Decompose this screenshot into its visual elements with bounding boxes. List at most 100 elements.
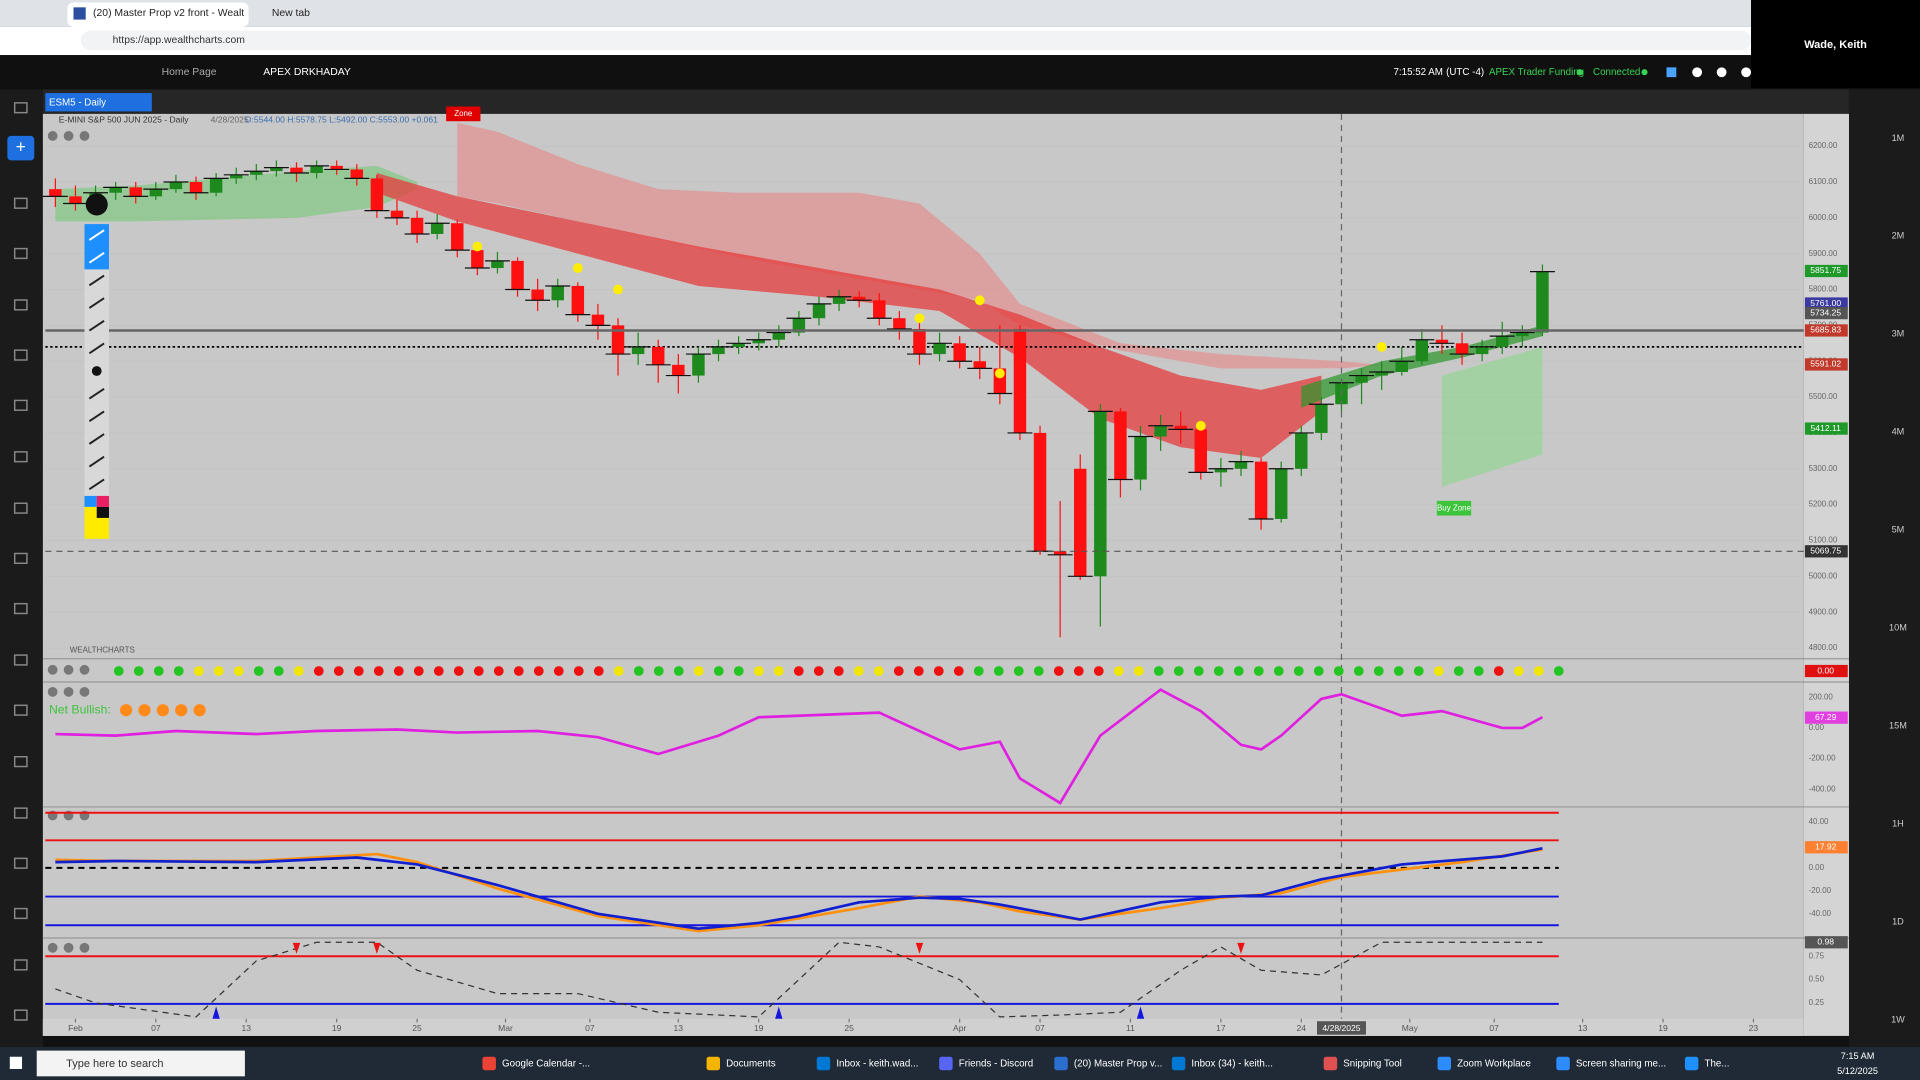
sidebar-icon[interactable] — [13, 602, 28, 615]
tool-icon[interactable] — [88, 433, 105, 445]
tool-icon[interactable] — [88, 274, 105, 287]
timeframe[interactable]: 1H — [1892, 819, 1904, 829]
sidebar-icon[interactable] — [13, 756, 28, 768]
timeframe[interactable]: 1D — [1892, 916, 1904, 926]
pane-control[interactable] — [79, 686, 90, 697]
taskbar-icon[interactable] — [1437, 1056, 1452, 1071]
taskbar-item[interactable]: Inbox (34) - keith... — [1191, 1059, 1273, 1070]
sidebar-icon[interactable] — [13, 1009, 28, 1021]
pane-control[interactable] — [79, 942, 90, 953]
taskbar-icon[interactable] — [939, 1056, 953, 1071]
color-swatch[interactable] — [84, 495, 97, 507]
start-button[interactable] — [9, 1056, 23, 1069]
tab-title[interactable]: New tab — [272, 8, 310, 19]
timeframe[interactable]: 2M — [1892, 231, 1905, 241]
sidebar-icon[interactable] — [13, 857, 28, 869]
tool-icon[interactable] — [88, 387, 105, 400]
sidebar-icon[interactable] — [13, 451, 28, 463]
timeframe[interactable]: 5M — [1892, 525, 1905, 535]
candle-body — [511, 260, 524, 290]
taskbar-icon[interactable] — [816, 1056, 831, 1071]
candle-body — [410, 217, 424, 234]
sidebar-icon[interactable] — [13, 102, 28, 114]
tool-icon[interactable] — [88, 455, 105, 468]
sidebar-icon[interactable] — [13, 704, 28, 716]
search-box[interactable] — [36, 1050, 245, 1077]
pane-control[interactable] — [47, 131, 58, 141]
taskbar-item[interactable]: Inbox - keith.wad... — [836, 1059, 918, 1070]
pin-button[interactable] — [85, 193, 108, 216]
app-tab[interactable]: Home Page — [162, 67, 217, 78]
sidebar-icon[interactable] — [13, 907, 28, 920]
timeframe[interactable]: 10M — [1889, 623, 1907, 633]
pane-control[interactable] — [63, 686, 74, 697]
taskbar-icon[interactable] — [1171, 1056, 1186, 1071]
signal-dot — [253, 666, 264, 676]
tool-icon[interactable] — [88, 342, 105, 355]
sidebar-icon[interactable] — [13, 349, 28, 361]
sidebar-icon[interactable] — [13, 959, 28, 971]
url[interactable]: https://app.wealthcharts.com — [113, 35, 245, 46]
sidebar-icon[interactable] — [13, 197, 28, 209]
url-field[interactable] — [80, 30, 1752, 51]
sidebar-icon[interactable] — [13, 807, 28, 819]
taskbar-item[interactable]: The... — [1704, 1059, 1729, 1070]
pane-control[interactable] — [79, 131, 90, 141]
taskbar-icon[interactable] — [706, 1056, 720, 1071]
taskbar-item[interactable]: Snipping Tool — [1343, 1059, 1402, 1070]
taskbar-item[interactable]: Zoom Workplace — [1457, 1059, 1531, 1070]
sidebar-icon[interactable] — [13, 654, 28, 666]
pane-control[interactable] — [63, 664, 74, 675]
symbol[interactable]: ESM5 - Daily — [49, 97, 106, 108]
taskbar-icon[interactable] — [482, 1056, 496, 1071]
save-icon[interactable] — [1666, 67, 1677, 78]
taskbar-icon[interactable] — [1054, 1056, 1068, 1071]
user-panel — [1751, 0, 1920, 89]
pane-control[interactable] — [79, 664, 90, 675]
help-icon[interactable] — [1741, 67, 1752, 78]
taskbar-icon[interactable] — [1556, 1056, 1570, 1071]
pane-control[interactable] — [47, 686, 58, 697]
sidebar-icon[interactable] — [13, 299, 28, 311]
app-tab[interactable]: APEX DRKHADAY — [263, 67, 351, 78]
taskbar-icon[interactable] — [1323, 1056, 1338, 1071]
timeframe[interactable]: 1W — [1891, 1014, 1905, 1024]
taskbar-item[interactable]: Screen sharing me... — [1576, 1059, 1666, 1070]
color-swatch[interactable] — [84, 506, 97, 518]
pane-control[interactable] — [63, 131, 74, 141]
tool-icon[interactable] — [88, 229, 105, 241]
taskbar-item[interactable]: (20) Master Prop v... — [1074, 1059, 1162, 1070]
search-text[interactable]: Type here to search — [66, 1058, 163, 1070]
sidebar-icon[interactable] — [13, 399, 28, 411]
tool-icon[interactable] — [91, 366, 102, 376]
tool-icon[interactable] — [88, 320, 105, 332]
taskbar-item[interactable]: Google Calendar -... — [502, 1059, 590, 1070]
timeframe[interactable]: 1M — [1892, 133, 1905, 143]
pane-control[interactable] — [47, 942, 58, 953]
taskbar-icon[interactable] — [1684, 1056, 1699, 1071]
settings-icon[interactable] — [1716, 67, 1727, 78]
tool-icon[interactable] — [88, 252, 105, 264]
timeframe[interactable]: 3M — [1892, 329, 1905, 339]
sidebar-icon[interactable] — [13, 247, 28, 260]
sidebar-icon[interactable] — [13, 552, 28, 564]
color-swatch[interactable] — [96, 495, 109, 507]
tool-icon[interactable] — [88, 410, 105, 423]
color-swatch[interactable] — [96, 506, 109, 518]
tab-title[interactable]: (20) Master Prop v2 front - Wealt — [93, 8, 244, 19]
bell-icon[interactable] — [1692, 67, 1703, 78]
add-button[interactable] — [7, 135, 35, 161]
color-swatch[interactable] — [84, 517, 109, 539]
add-icon: + — [16, 137, 26, 157]
timeframe[interactable]: 4M — [1892, 427, 1905, 437]
tool-icon[interactable] — [88, 478, 105, 490]
symbol-badge[interactable] — [45, 93, 152, 112]
pane-control[interactable] — [47, 664, 58, 675]
taskbar-item[interactable]: Documents — [726, 1059, 776, 1070]
tool-icon[interactable] — [88, 297, 105, 309]
active-tab[interactable] — [67, 2, 249, 27]
taskbar-item[interactable]: Friends - Discord — [959, 1059, 1033, 1070]
timeframe[interactable]: 15M — [1889, 721, 1907, 731]
sidebar-icon[interactable] — [13, 502, 28, 514]
pane-control[interactable] — [63, 942, 74, 953]
